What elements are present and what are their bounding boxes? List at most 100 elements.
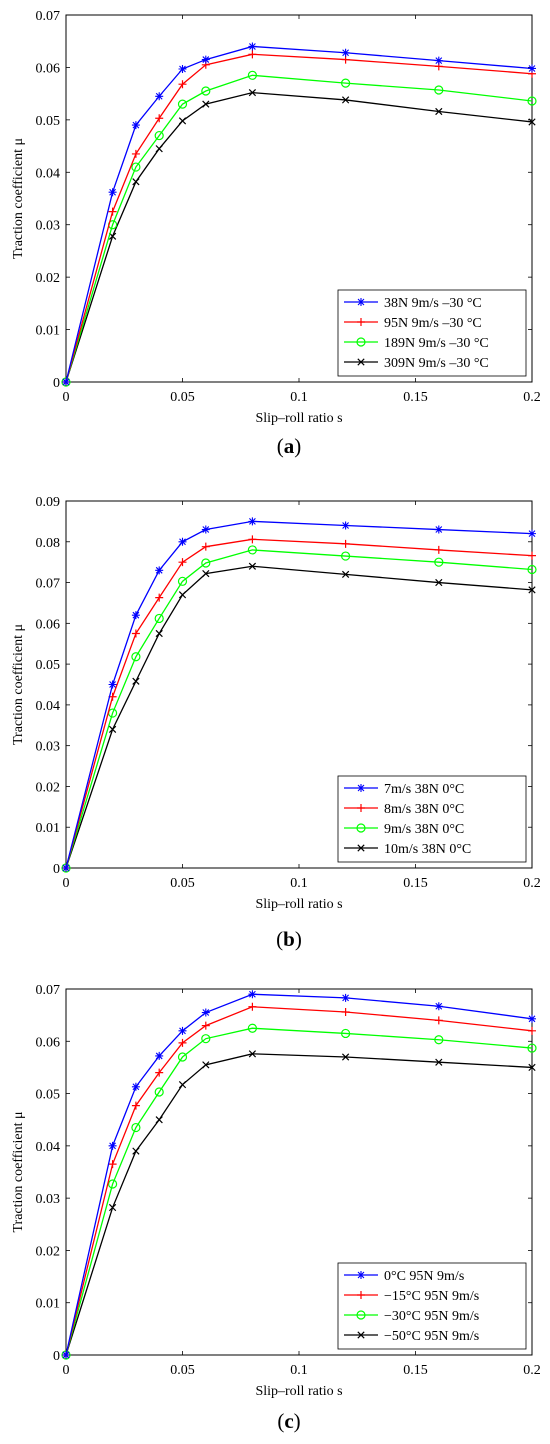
y-tick-label: 0.03 bbox=[36, 740, 61, 755]
data-point bbox=[435, 578, 443, 587]
data-point bbox=[178, 1081, 187, 1089]
x-tick-label: 0 bbox=[63, 390, 70, 405]
legend: 38N 9m/s –30 °C 95N 9m/s –30 °C 189N 9m/s … bbox=[337, 289, 527, 377]
y-axis-label: Traction coefficient μ bbox=[11, 1111, 26, 1232]
legend-marker bbox=[356, 1310, 366, 1320]
x-tick-label: 0.1 bbox=[290, 1363, 308, 1378]
data-point bbox=[155, 566, 164, 575]
data-point bbox=[131, 162, 141, 172]
data-point bbox=[527, 564, 537, 575]
y-axis-label: Traction coefficient μ bbox=[11, 138, 26, 259]
y-tick-label: 0.02 bbox=[36, 780, 61, 795]
data-point bbox=[131, 611, 140, 620]
data-point bbox=[528, 551, 536, 560]
data-point bbox=[132, 1147, 140, 1155]
data-point bbox=[201, 1034, 211, 1044]
series-line-3 bbox=[65, 74, 533, 383]
data-point bbox=[131, 1101, 140, 1110]
data-point bbox=[155, 92, 164, 101]
data-point bbox=[107, 1179, 118, 1189]
data-point bbox=[434, 525, 443, 534]
data-point bbox=[108, 207, 117, 216]
legend-label: 95N 9m/s –30 °C bbox=[384, 316, 482, 331]
data-point bbox=[341, 539, 350, 548]
legend-label: −30°C 95N 9m/s bbox=[384, 1309, 479, 1324]
data-point bbox=[528, 1063, 536, 1072]
x-axis-label: Slip–roll ratio s bbox=[255, 897, 342, 912]
y-tick-label: 0.07 bbox=[36, 9, 61, 24]
legend-label: 8m/s 38N 0°C bbox=[384, 802, 464, 817]
data-point bbox=[108, 188, 117, 197]
data-point bbox=[528, 1014, 536, 1023]
data-point bbox=[201, 55, 210, 64]
data-point bbox=[62, 378, 70, 386]
legend-marker bbox=[357, 804, 365, 812]
data-point bbox=[178, 1038, 187, 1047]
series-line-2 bbox=[65, 1006, 533, 1356]
data-point bbox=[154, 130, 164, 141]
series-line-1 bbox=[65, 993, 533, 1356]
y-tick-label: 0.05 bbox=[36, 658, 61, 673]
data-point bbox=[341, 521, 350, 530]
chart-panel-b: 0 0.01 0.02 0.03 0.04 0.05 0.06 0.07 0.08 0.09 0 0.… bbox=[11, 495, 541, 951]
data-point bbox=[108, 1203, 117, 1212]
y-tick-label: 0 bbox=[53, 1349, 60, 1364]
data-point bbox=[201, 86, 211, 96]
data-point bbox=[434, 1016, 443, 1025]
legend-label: −50°C 95N 9m/s bbox=[384, 1329, 479, 1344]
data-point bbox=[62, 1351, 70, 1359]
y-tick-label: 0.06 bbox=[36, 61, 61, 76]
data-point bbox=[131, 121, 140, 130]
data-point bbox=[341, 78, 351, 88]
x-axis-label: Slip–roll ratio s bbox=[255, 411, 342, 426]
data-point bbox=[131, 1122, 141, 1133]
x-tick-label: 0.2 bbox=[523, 1363, 541, 1378]
data-point bbox=[434, 56, 443, 65]
data-point bbox=[155, 629, 163, 638]
data-point bbox=[178, 117, 187, 125]
data-point bbox=[201, 542, 210, 551]
y-tick-label: 0.08 bbox=[36, 536, 61, 551]
data-point bbox=[155, 1051, 164, 1060]
legend-marker bbox=[357, 1291, 365, 1299]
series-line-1 bbox=[65, 520, 533, 869]
chart-panel-c: 0 0.01 0.02 0.03 0.04 0.05 0.06 0.07 0 0.05 0.1 0.1… bbox=[11, 983, 541, 1433]
legend-marker bbox=[357, 318, 365, 326]
series-line-3 bbox=[65, 1027, 533, 1356]
data-point bbox=[247, 70, 257, 80]
data-point bbox=[435, 1058, 443, 1066]
legend-label: 38N 9m/s –30 °C bbox=[384, 296, 482, 311]
legend-marker bbox=[357, 1271, 365, 1279]
data-point bbox=[434, 557, 444, 567]
data-point bbox=[131, 652, 141, 662]
y-tick-label: 0 bbox=[53, 376, 60, 391]
x-tick-label: 0.1 bbox=[290, 390, 308, 405]
data-point bbox=[155, 1068, 164, 1077]
data-point bbox=[434, 545, 443, 554]
y-tick-label: 0.02 bbox=[36, 1244, 61, 1259]
x-tick-label: 0.05 bbox=[170, 876, 195, 891]
y-tick-label: 0.04 bbox=[36, 699, 61, 714]
data-point bbox=[155, 145, 163, 153]
series-line-4 bbox=[65, 565, 533, 869]
x-tick-label: 0 bbox=[63, 876, 70, 891]
data-point bbox=[132, 178, 140, 186]
y-tick-label: 0.05 bbox=[36, 1088, 61, 1103]
data-point bbox=[528, 118, 536, 126]
panel-caption: (a) bbox=[277, 434, 302, 458]
data-point bbox=[341, 993, 350, 1002]
series-line-4 bbox=[65, 91, 533, 383]
data-point bbox=[248, 990, 257, 999]
y-tick-label: 0.01 bbox=[36, 821, 61, 836]
legend-marker bbox=[357, 844, 365, 852]
data-point bbox=[247, 545, 257, 555]
data-point bbox=[341, 55, 350, 64]
y-tick-label: 0.02 bbox=[36, 271, 61, 286]
data-point bbox=[178, 80, 187, 89]
legend: 0°C 95N 9m/s −15°C 95N 9m/s −30°C 95N 9m/s… bbox=[337, 1262, 527, 1350]
legend-label: 7m/s 38N 0°C bbox=[384, 782, 464, 797]
x-tick-label: 0.15 bbox=[403, 876, 428, 891]
data-point bbox=[527, 1043, 537, 1053]
x-tick-label: 0.05 bbox=[170, 390, 195, 405]
data-point bbox=[248, 562, 257, 570]
